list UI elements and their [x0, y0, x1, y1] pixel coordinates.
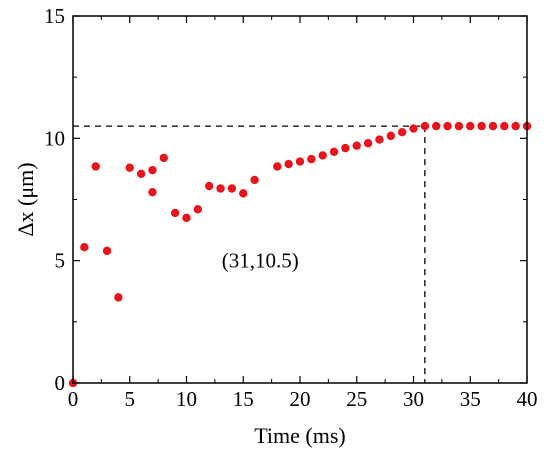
data-point [159, 153, 168, 163]
data-points [68, 121, 532, 388]
y-tick-label: 10 [44, 126, 65, 150]
axis-ticks [72, 15, 528, 384]
data-point [443, 121, 452, 131]
data-point [500, 121, 509, 131]
y-tick-label: 15 [44, 4, 65, 28]
data-point [227, 184, 237, 193]
data-point [148, 187, 157, 197]
reference-point-label: (31,10.5) [222, 249, 299, 273]
data-point [420, 121, 430, 131]
data-point [182, 213, 191, 223]
x-tick-label: 0 [68, 387, 79, 411]
x-tick-label: 15 [233, 387, 254, 411]
data-point [307, 154, 316, 164]
data-point [386, 131, 395, 141]
y-tick-label: 0 [55, 371, 66, 395]
data-point [511, 121, 520, 131]
plot-frame [72, 15, 528, 384]
data-point [136, 169, 146, 179]
x-tick-label: 10 [176, 387, 197, 411]
data-point [454, 121, 464, 131]
data-point [250, 175, 259, 185]
y-axis-title: Δx (μm) [13, 162, 38, 236]
data-point [125, 163, 134, 172]
data-point [488, 121, 498, 131]
data-point [397, 128, 407, 137]
data-point [91, 162, 100, 171]
x-axis-title: Time (ms) [254, 423, 345, 448]
data-point [114, 293, 123, 302]
data-point [80, 243, 89, 252]
data-point [216, 184, 225, 193]
data-point [148, 165, 157, 175]
data-point [284, 159, 293, 169]
data-point [193, 205, 203, 214]
data-point [466, 121, 475, 131]
x-tick-label: 20 [290, 387, 311, 411]
x-tick-label: 25 [346, 387, 367, 411]
data-point [295, 157, 305, 166]
x-tick-label: 30 [403, 387, 424, 411]
data-point [477, 121, 486, 131]
x-tick-label: 5 [125, 387, 136, 411]
data-point [329, 147, 339, 156]
data-point [318, 151, 327, 160]
reference-lines [73, 125, 426, 383]
data-point [341, 143, 350, 153]
x-tick-labels: 0 5 10 15 20 25 30 35 40 [68, 387, 538, 411]
data-point [432, 121, 441, 131]
data-point [102, 246, 112, 256]
data-point [170, 208, 180, 218]
data-point [375, 135, 384, 144]
data-point [363, 139, 373, 148]
data-point [409, 124, 418, 133]
data-point [273, 162, 282, 171]
x-tick-label: 35 [460, 387, 481, 411]
y-tick-labels: 0 5 10 15 [44, 4, 65, 395]
data-point [239, 189, 248, 198]
data-point [205, 181, 214, 191]
y-tick-label: 5 [55, 249, 66, 273]
data-point [352, 141, 361, 150]
x-tick-label: 40 [517, 387, 538, 411]
